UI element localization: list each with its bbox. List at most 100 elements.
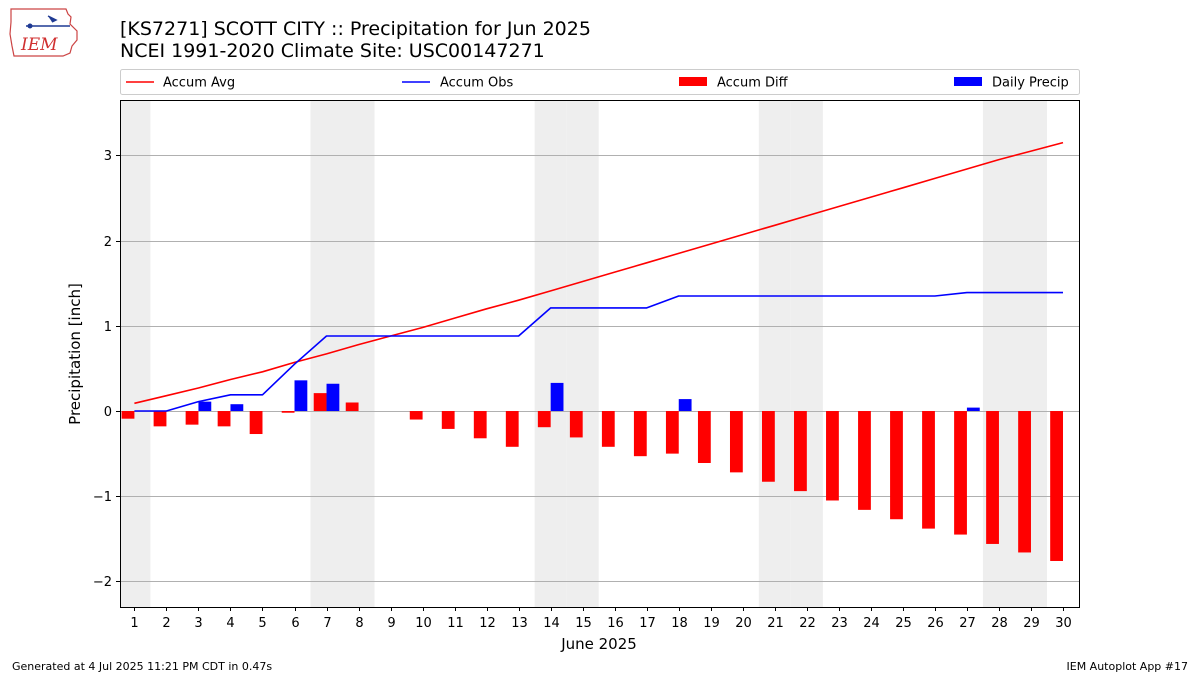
x-tick-label: 7 bbox=[323, 616, 331, 631]
legend-frame bbox=[120, 69, 1080, 95]
accum-diff-bar bbox=[153, 411, 167, 427]
weekend-shading bbox=[120, 100, 1047, 607]
accum-diff-bar bbox=[633, 411, 647, 457]
accum-diff-bar bbox=[409, 411, 423, 420]
daily-precip-bar bbox=[230, 404, 244, 412]
accum-diff-bar bbox=[281, 411, 295, 413]
accum-diff-bar bbox=[121, 411, 135, 419]
legend: Accum Avg Accum Obs Accum Diff Daily Pre… bbox=[120, 69, 1080, 95]
accum-diff-bar bbox=[729, 411, 743, 473]
accum-diff-bar bbox=[345, 402, 359, 412]
x-tick-label: 5 bbox=[258, 616, 266, 631]
x-tick-label: 13 bbox=[511, 616, 528, 631]
chart-title: [KS7271] SCOTT CITY :: Precipitation for… bbox=[120, 18, 591, 40]
weekend-shade-day-8 bbox=[342, 100, 375, 607]
weekend-shade-day-1 bbox=[120, 100, 151, 607]
accum-diff-bar bbox=[665, 411, 679, 454]
lines bbox=[134, 141, 1064, 412]
x-tick-label: 21 bbox=[767, 616, 784, 631]
y-tick-label: −2 bbox=[93, 575, 112, 590]
chart-subtitle: NCEI 1991-2020 Climate Site: USC00147271 bbox=[120, 40, 545, 62]
x-tick-label: 29 bbox=[1023, 616, 1040, 631]
x-tick-label: 3 bbox=[194, 616, 202, 631]
legend-swatch-accum-diff bbox=[679, 77, 707, 86]
x-tick-label: 26 bbox=[927, 616, 944, 631]
grid-lines bbox=[120, 155, 1079, 582]
x-tick-label: 27 bbox=[959, 616, 976, 631]
legend-label-daily-precip: Daily Precip bbox=[992, 76, 1069, 91]
accum-diff-bar bbox=[249, 411, 263, 435]
legend-label-accum-diff: Accum Diff bbox=[717, 76, 789, 91]
accum-diff-bar bbox=[473, 411, 487, 439]
x-tick-label: 1 bbox=[130, 616, 138, 631]
accum-diff-bar bbox=[890, 411, 903, 520]
legend-label-accum-avg: Accum Avg bbox=[163, 76, 235, 91]
accum-diff-bar bbox=[922, 411, 935, 529]
plot-frame bbox=[120, 100, 1080, 608]
x-tick-label: 16 bbox=[607, 616, 624, 631]
accum-diff-bar bbox=[858, 411, 871, 510]
weekend-shade-day-22 bbox=[790, 100, 823, 607]
weekend-shade-day-15 bbox=[566, 100, 599, 607]
app-credit: IEM Autoplot App #17 bbox=[1066, 660, 1189, 673]
x-tick-label: 18 bbox=[671, 616, 688, 631]
bars bbox=[121, 380, 1063, 561]
daily-precip-bar bbox=[326, 383, 340, 412]
x-tick-label: 12 bbox=[479, 616, 496, 631]
x-tick-label: 30 bbox=[1055, 616, 1072, 631]
daily-precip-bar bbox=[966, 407, 980, 412]
generated-timestamp: Generated at 4 Jul 2025 11:21 PM CDT in … bbox=[12, 660, 273, 673]
accum-diff-bar bbox=[185, 411, 199, 425]
y-tick-label: 1 bbox=[104, 320, 112, 335]
y-tick-label: 2 bbox=[104, 235, 112, 250]
x-tick-label: 15 bbox=[575, 616, 592, 631]
y-axis-label: Precipitation [inch] bbox=[66, 283, 84, 425]
accum-diff-bar bbox=[1050, 411, 1063, 561]
daily-precip-bar bbox=[198, 401, 212, 412]
legend-label-accum-obs: Accum Obs bbox=[440, 76, 513, 91]
accum-diff-bar bbox=[537, 411, 551, 428]
x-tick-label: 20 bbox=[735, 616, 752, 631]
accum-diff-bar bbox=[762, 411, 775, 482]
x-tick-label: 10 bbox=[415, 616, 432, 631]
x-tick-label: 6 bbox=[291, 616, 299, 631]
x-tick-label: 22 bbox=[799, 616, 816, 631]
x-axis-label: June 2025 bbox=[560, 635, 637, 653]
y-tick-label: 0 bbox=[104, 405, 112, 420]
accum-diff-bar bbox=[569, 411, 583, 438]
x-tick-label: 4 bbox=[226, 616, 234, 631]
weekend-shade-day-14 bbox=[534, 100, 567, 607]
accum-avg-line bbox=[134, 141, 1064, 405]
daily-precip-bar bbox=[678, 399, 692, 412]
x-tick-label: 2 bbox=[162, 616, 170, 631]
legend-swatch-daily-precip bbox=[954, 77, 982, 86]
x-tick-label: 25 bbox=[895, 616, 912, 631]
iem-logo: IEM bbox=[8, 6, 80, 58]
y-tick-label: −1 bbox=[93, 490, 112, 505]
accum-diff-bar bbox=[826, 411, 839, 501]
accum-diff-bar bbox=[1018, 411, 1031, 553]
x-tick-label: 9 bbox=[387, 616, 395, 631]
x-tick-label: 19 bbox=[703, 616, 720, 631]
x-tick-label: 14 bbox=[543, 616, 560, 631]
accum-diff-bar bbox=[697, 411, 711, 463]
weekend-shade-day-21 bbox=[758, 100, 791, 607]
x-tick-label: 17 bbox=[639, 616, 656, 631]
daily-precip-bar bbox=[550, 382, 564, 412]
accum-diff-bar bbox=[794, 411, 807, 492]
accum-diff-bar bbox=[954, 411, 967, 535]
y-tick-label: 3 bbox=[104, 149, 112, 164]
accum-diff-bar bbox=[441, 411, 455, 429]
logo-text: IEM bbox=[20, 35, 58, 55]
x-tick-label: 28 bbox=[991, 616, 1008, 631]
x-tick-label: 11 bbox=[447, 616, 464, 631]
accum-diff-bar bbox=[986, 411, 999, 544]
x-tick-label: 8 bbox=[355, 616, 363, 631]
sensor-dot-icon bbox=[27, 23, 33, 29]
accum-diff-bar bbox=[601, 411, 615, 447]
x-tick-label: 23 bbox=[831, 616, 848, 631]
accum-diff-bar bbox=[313, 393, 327, 412]
daily-precip-bar bbox=[294, 380, 308, 412]
